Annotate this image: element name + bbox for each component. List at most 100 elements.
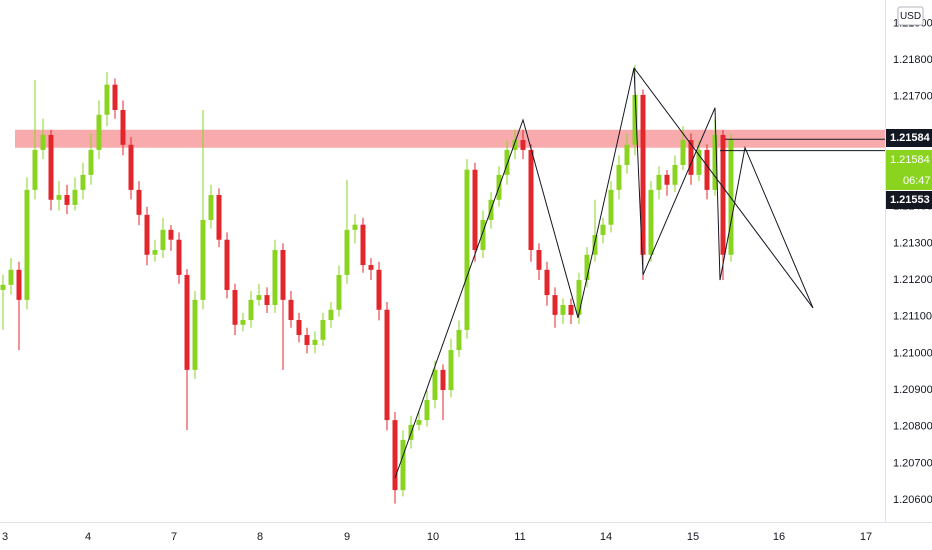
candle-body <box>416 420 422 425</box>
y-tick-label: 1.21300 <box>893 237 932 249</box>
candle-body <box>696 149 702 175</box>
candle-body <box>200 219 206 300</box>
x-tick-label: 14 <box>600 531 612 543</box>
candle-body <box>96 114 102 150</box>
x-tick-label: 7 <box>171 531 177 543</box>
candle-body <box>688 140 694 175</box>
candle-body <box>40 134 46 150</box>
candle-body <box>712 134 718 190</box>
candle-body <box>440 369 446 391</box>
candle-body <box>424 399 430 421</box>
x-tick-label: 9 <box>344 531 350 543</box>
candle-body <box>248 299 254 321</box>
candle-body <box>672 164 678 185</box>
candle-body <box>216 195 222 240</box>
candle-body <box>720 134 726 255</box>
y-tick-label: 1.21800 <box>893 54 932 66</box>
candle-body <box>64 195 70 205</box>
price-label: 1.21584 <box>890 132 931 144</box>
candle-body <box>464 169 470 330</box>
candle-body <box>624 144 630 165</box>
candle-body <box>456 329 462 351</box>
candle-body <box>224 239 230 290</box>
candle-body <box>16 269 22 300</box>
candle-body <box>632 94 638 145</box>
candle-body <box>32 149 38 190</box>
x-tick-label: 16 <box>773 531 785 543</box>
candle-body <box>392 420 398 491</box>
candle-body <box>80 174 86 190</box>
price-label: 1.21584 <box>890 154 930 166</box>
candle-body <box>8 269 14 285</box>
candle-body <box>384 309 390 421</box>
y-tick-label: 1.20800 <box>893 421 932 433</box>
candle-body <box>608 189 614 225</box>
price-label-box <box>886 191 932 209</box>
candle-body <box>304 335 310 345</box>
candle-body <box>328 309 334 321</box>
candle-body <box>568 304 574 315</box>
candle-body <box>264 295 270 305</box>
candle-body <box>0 284 6 290</box>
candle-body <box>120 109 126 145</box>
plot-area <box>0 64 885 504</box>
candle-body <box>104 84 110 115</box>
candle-body <box>472 169 478 251</box>
candle-body <box>656 174 662 190</box>
x-tick-label: 11 <box>514 531 525 543</box>
candle-body <box>544 269 550 296</box>
candle-body <box>240 320 246 325</box>
candle-body <box>296 320 302 336</box>
price-label-box <box>886 129 932 147</box>
candle-body <box>560 304 566 315</box>
candle-body <box>152 250 158 255</box>
y-tick-label: 1.20900 <box>893 384 932 396</box>
candle-body <box>432 369 438 400</box>
candle-body <box>616 164 622 190</box>
candle-body <box>144 214 150 255</box>
candle-body <box>528 149 534 251</box>
candle-body <box>136 189 142 215</box>
x-tick-label: 10 <box>427 531 439 543</box>
countdown: 06:47 <box>903 175 931 187</box>
candle-body <box>552 295 558 315</box>
y-tick-label: 1.21200 <box>893 274 932 286</box>
candle-body <box>168 229 174 240</box>
candle-body <box>232 289 238 325</box>
candle-body <box>56 195 62 200</box>
candle-body <box>664 174 670 185</box>
candle-body <box>72 189 78 205</box>
candle-body <box>24 189 30 300</box>
currency-badge[interactable] <box>897 6 924 26</box>
candle-body <box>128 144 134 190</box>
price-labels: 1.21584 1.21584 06:47 1.21553 USD <box>886 6 932 209</box>
candle-body <box>344 229 350 275</box>
y-tick-label: 1.20600 <box>893 494 932 506</box>
candle-body <box>288 299 294 321</box>
candle-body <box>312 339 318 345</box>
candle-body <box>504 149 510 175</box>
candle-body <box>272 250 278 305</box>
candle-body <box>648 189 654 255</box>
candle-body <box>584 254 590 281</box>
candle-body <box>576 280 582 315</box>
price-label: 1.21553 <box>890 194 930 206</box>
resistance-zone <box>15 129 885 148</box>
candle-body <box>592 234 598 255</box>
x-tick-label: 17 <box>860 531 872 543</box>
candle-body <box>368 265 374 270</box>
candle-body <box>680 140 686 165</box>
candle-body <box>176 239 182 275</box>
candle-body <box>376 269 382 310</box>
candle-body <box>256 295 262 300</box>
candle-body <box>704 149 710 190</box>
candle-body <box>520 140 526 150</box>
candle-body <box>728 139 734 255</box>
candle-body <box>208 195 214 220</box>
candle-body <box>88 149 94 175</box>
x-tick-label: 15 <box>687 531 699 543</box>
candle-body <box>448 350 454 391</box>
candle-body <box>512 140 518 150</box>
x-tick-label: 4 <box>85 531 91 543</box>
